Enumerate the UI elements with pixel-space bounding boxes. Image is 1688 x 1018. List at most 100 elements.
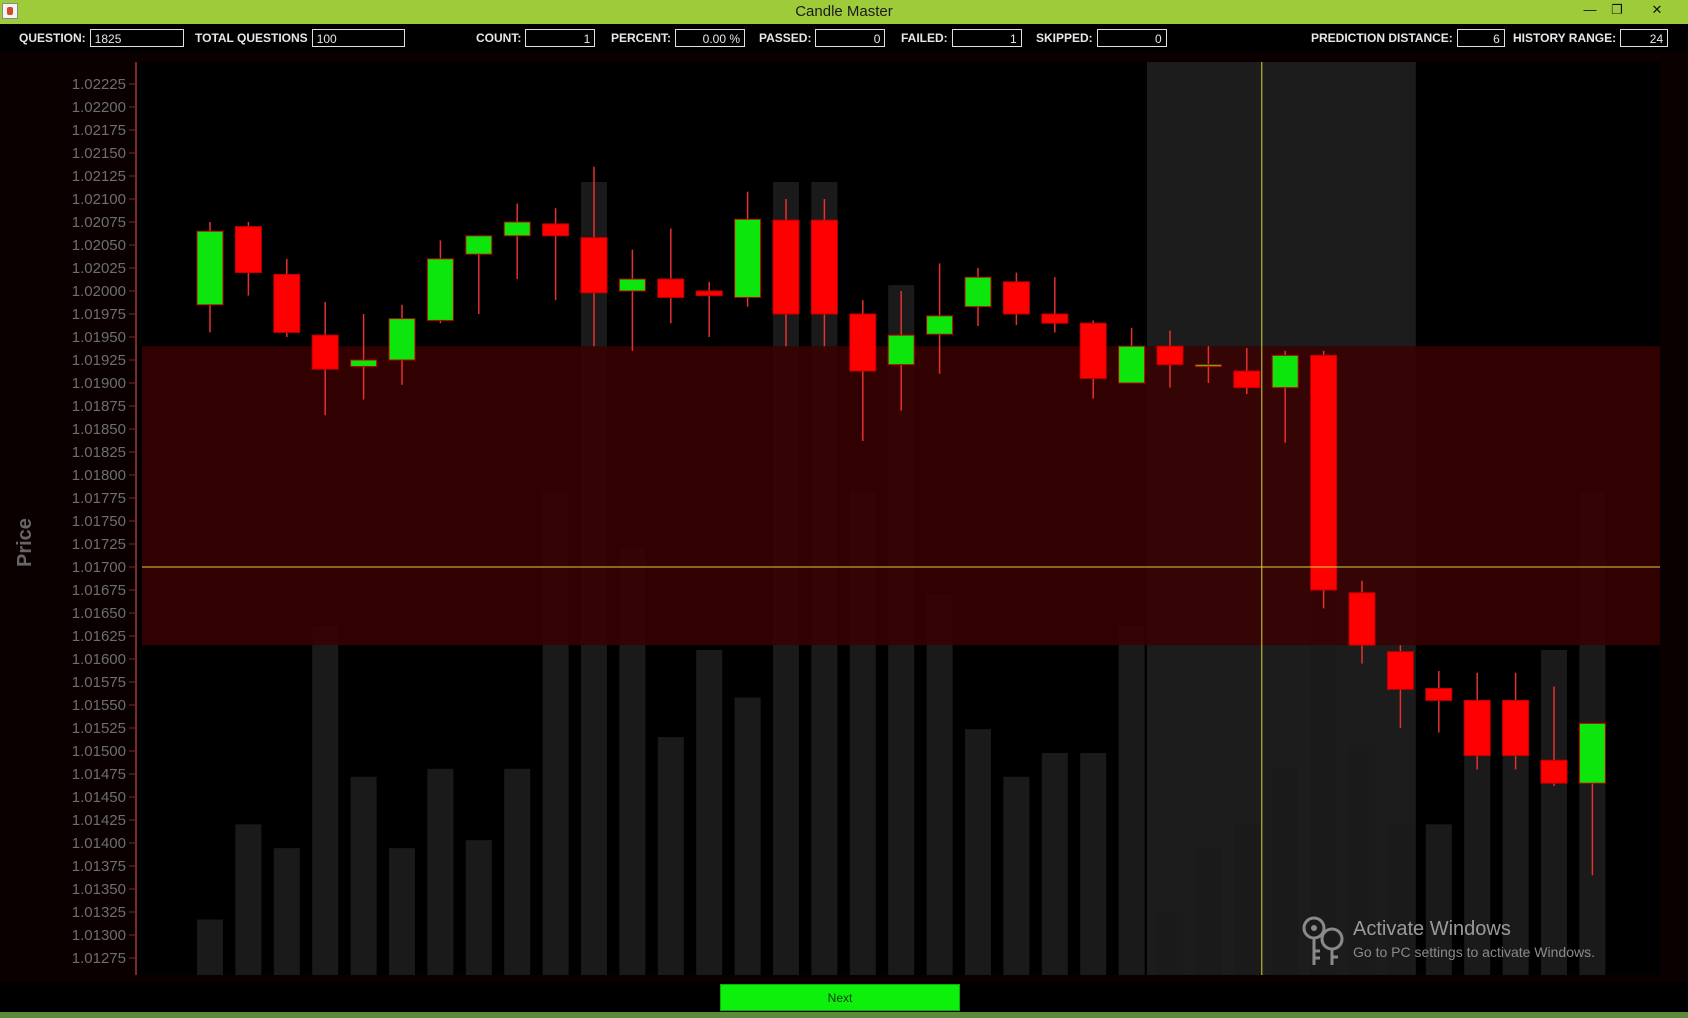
bullish-candle[interactable] (388, 318, 416, 361)
candlestick-chart[interactable]: 1.02225 1.02200 1.02175 1.02150 1.02125 1.021… (0, 52, 1688, 982)
bearish-candle[interactable] (1041, 313, 1069, 324)
count-input[interactable]: 1 (525, 29, 596, 47)
skipped-input[interactable]: 0 (1096, 29, 1167, 47)
bearish-candle[interactable] (849, 313, 877, 372)
close-button[interactable]: ✕ (1651, 2, 1663, 17)
bearish-candle[interactable] (695, 290, 723, 297)
volume-bar (1425, 824, 1452, 975)
y-tick-label: 1.02225 (72, 76, 126, 93)
bearish-candle[interactable] (1386, 651, 1414, 690)
question-input[interactable]: 1825 (89, 29, 184, 47)
bearish-candle[interactable] (1425, 687, 1453, 701)
y-tick-label: 1.02100 (72, 191, 126, 208)
y-tick-label: 1.01900 (72, 375, 126, 392)
volume-bar (1003, 776, 1030, 975)
y-tick-label: 1.01675 (72, 582, 126, 599)
y-tick-label: 1.01375 (72, 858, 126, 875)
volume-bar (1157, 911, 1183, 975)
bearish-candle[interactable] (1002, 281, 1030, 315)
total-questions-field-group: TOTAL QUESTIONS 100 (195, 28, 405, 48)
count-field-group: COUNT: 1 (476, 28, 596, 48)
history-range-label: HISTORY RANGE: (1513, 31, 1617, 45)
bearish-candle[interactable] (1156, 345, 1184, 366)
volume-bar (1349, 745, 1375, 975)
y-tick-label: 1.01850 (72, 421, 126, 438)
volume-bar (657, 737, 684, 975)
bullish-candle[interactable] (926, 315, 954, 335)
minimize-button[interactable]: — (1583, 2, 1597, 17)
y-tick-label: 1.01875 (72, 398, 126, 415)
history-range-input[interactable]: 24 (1620, 29, 1669, 47)
volume-bar (1118, 626, 1145, 975)
y-tick-label: 1.01725 (72, 536, 126, 553)
failed-input[interactable]: 1 (951, 29, 1022, 47)
y-tick-label: 1.02025 (72, 260, 126, 277)
total-questions-input[interactable]: 100 (311, 29, 405, 47)
bearish-candle[interactable] (810, 219, 838, 315)
y-tick-label: 1.01975 (72, 306, 126, 323)
failed-label: FAILED: (901, 31, 948, 45)
y-tick-label: 1.02175 (72, 122, 126, 139)
question-label: QUESTION: (19, 31, 86, 45)
volume-bar (1272, 768, 1299, 975)
chart-panel: Price 1.02225 1.02200 1.02175 1.02150 1.0212… (0, 52, 1688, 982)
total-questions-label: TOTAL QUESTIONS (195, 31, 308, 45)
bearish-candle[interactable] (1310, 354, 1338, 591)
bullish-candle[interactable] (618, 278, 646, 292)
bearish-candle[interactable] (273, 273, 301, 333)
bearish-candle[interactable] (234, 226, 262, 274)
bullish-candle[interactable] (734, 218, 762, 298)
bearish-candle[interactable] (311, 334, 339, 370)
bullish-candle[interactable] (503, 221, 531, 237)
bullish-candle[interactable] (1118, 345, 1146, 384)
passed-label: PASSED: (759, 31, 812, 45)
y-tick-label: 1.01700 (72, 559, 126, 576)
bearish-candle[interactable] (1502, 699, 1530, 757)
bullish-candle[interactable] (1194, 364, 1222, 368)
y-tick-label: 1.01925 (72, 352, 126, 369)
percent-input[interactable]: 0.00 % (675, 29, 746, 47)
volume-bar (465, 840, 492, 975)
bullish-candle[interactable] (1578, 722, 1606, 784)
window-title: Candle Master (795, 3, 893, 20)
bullish-candle[interactable] (887, 334, 915, 366)
volume-bar (1041, 752, 1068, 975)
bearish-candle[interactable] (657, 278, 685, 298)
skipped-field-group: SKIPPED: 0 (1036, 28, 1167, 48)
y-tick-label: 1.01575 (72, 674, 126, 691)
y-tick-label: 1.01750 (72, 513, 126, 530)
question-field-group: QUESTION: 1825 (19, 28, 184, 48)
bearish-candle[interactable] (1463, 699, 1491, 757)
title-bar: Candle Master — ❐ ✕ (0, 0, 1688, 24)
stats-toolbar: QUESTION: 1825 TOTAL QUESTIONS 100 COUNT… (0, 24, 1688, 52)
y-tick-label: 1.01500 (72, 743, 126, 760)
y-tick-label: 1.01550 (72, 697, 126, 714)
watermark-title: Activate Windows (1353, 918, 1511, 940)
bullish-candle[interactable] (196, 230, 224, 306)
bullish-candle[interactable] (426, 258, 454, 321)
bullish-candle[interactable] (350, 359, 378, 367)
bearish-candle[interactable] (542, 223, 570, 237)
volume-bar (926, 594, 953, 975)
bearish-candle[interactable] (1348, 592, 1376, 646)
history-range-field-group: HISTORY RANGE: 24 (1513, 28, 1669, 48)
next-button[interactable]: Next (720, 984, 960, 1011)
bearish-candle[interactable] (1233, 370, 1261, 389)
y-tick-label: 1.01625 (72, 628, 126, 645)
bearish-candle[interactable] (772, 219, 800, 315)
bullish-candle[interactable] (1271, 354, 1299, 389)
activate-windows-watermark: Activate Windows Go to PC settings to ac… (1300, 913, 1620, 973)
volume-bar (427, 768, 454, 975)
volume-bar (1233, 824, 1260, 975)
passed-input[interactable]: 0 (815, 29, 886, 47)
count-label: COUNT: (476, 31, 522, 45)
restore-button[interactable]: ❐ (1611, 2, 1623, 17)
prediction-distance-input[interactable]: 6 (1456, 29, 1505, 47)
bearish-candle[interactable] (1079, 322, 1107, 379)
bearish-candle[interactable] (1540, 759, 1568, 784)
bearish-candle[interactable] (580, 237, 608, 294)
y-tick-label: 1.01825 (72, 444, 126, 461)
volume-bar (350, 776, 377, 975)
bullish-candle[interactable] (964, 276, 992, 308)
bullish-candle[interactable] (465, 235, 493, 255)
